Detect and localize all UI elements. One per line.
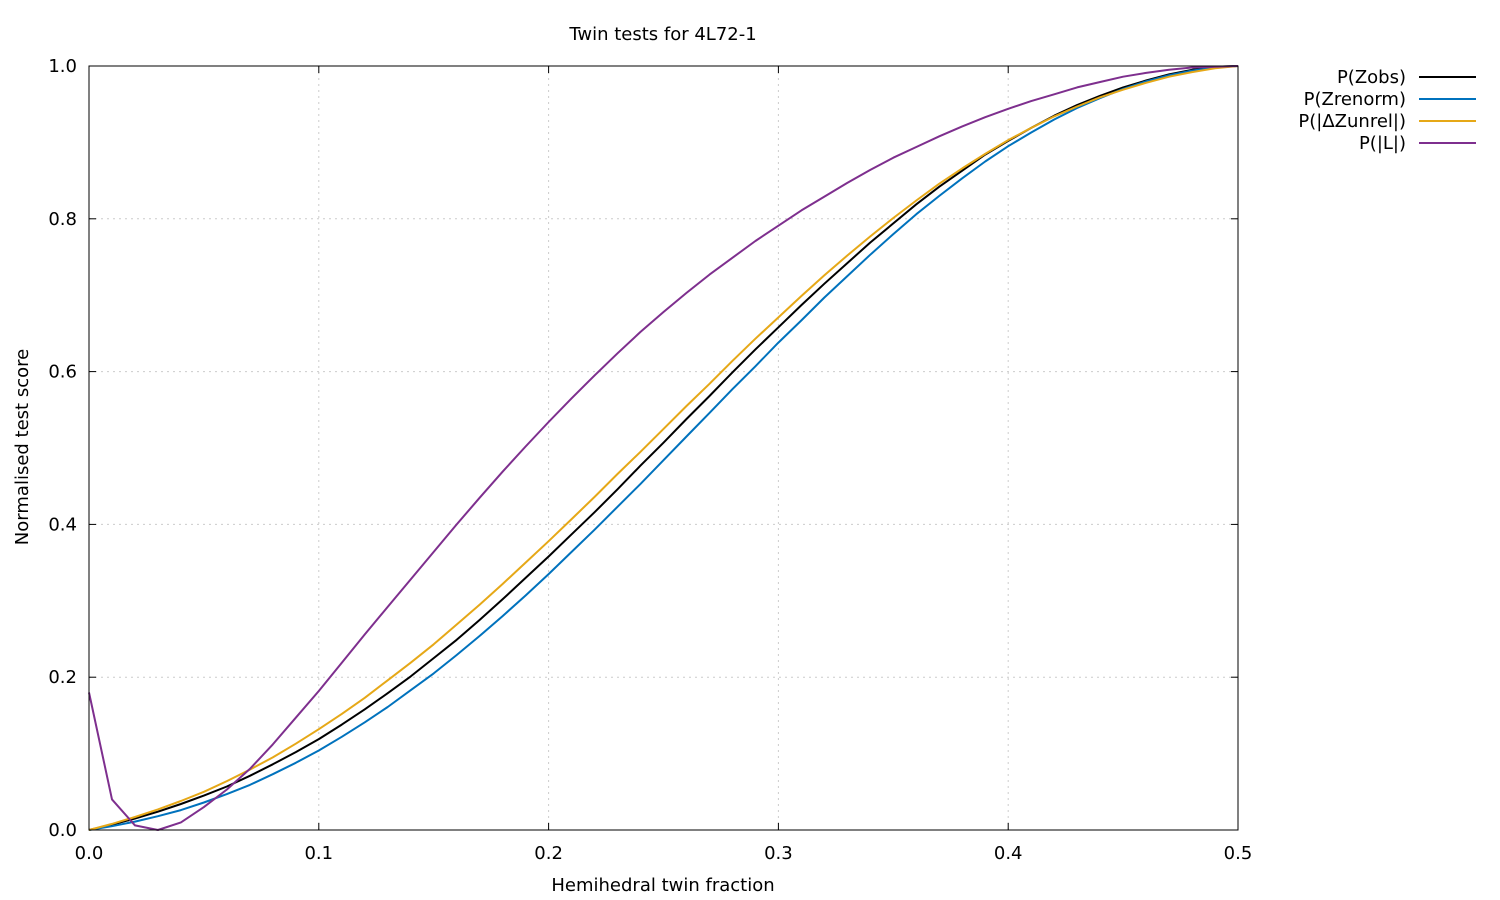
y-axis-label: Normalised test score: [12, 349, 33, 545]
chart-title: Twin tests for 4L72-1: [568, 24, 756, 45]
legend-label: P(Zobs): [1337, 67, 1406, 88]
x-tick-label: 0.3: [764, 843, 793, 864]
series-line-p-zunrel: [88, 65, 1239, 831]
y-tick-label: 0.2: [48, 667, 77, 688]
legend: P(Zobs)P(Zrenorm)P(|ΔZunrel|)P(|L|): [1298, 67, 1476, 154]
legend-label: P(Zrenorm): [1304, 89, 1406, 110]
x-tick-label: 0.4: [994, 843, 1023, 864]
x-tick-label: 0.5: [1224, 843, 1253, 864]
ticks: 0.0 0.1 0.2 0.3 0.4 0.5 0.0 0.2 0.4 0.6 0.8 1.0: [48, 56, 1252, 864]
legend-label: P(|ΔZunrel|): [1298, 111, 1406, 132]
grid: [89, 66, 1238, 830]
y-tick-label: 0.6: [48, 362, 77, 383]
x-tick-label: 0.2: [534, 843, 563, 864]
x-tick-label: 0.0: [75, 843, 104, 864]
y-tick-label: 1.0: [48, 56, 77, 77]
x-tick-label: 0.1: [304, 843, 333, 864]
legend-label: P(|L|): [1359, 133, 1406, 154]
plot-frame: [88, 65, 1239, 831]
series-layer: [88, 65, 1239, 831]
y-tick-label: 0.4: [48, 514, 77, 535]
x-axis-label: Hemihedral twin fraction: [551, 875, 774, 896]
series-line-p-zrenorm: [88, 65, 1239, 831]
series-line-p-l: [88, 65, 1239, 831]
y-tick-label: 0.0: [48, 820, 77, 841]
y-tick-label: 0.8: [48, 209, 77, 230]
